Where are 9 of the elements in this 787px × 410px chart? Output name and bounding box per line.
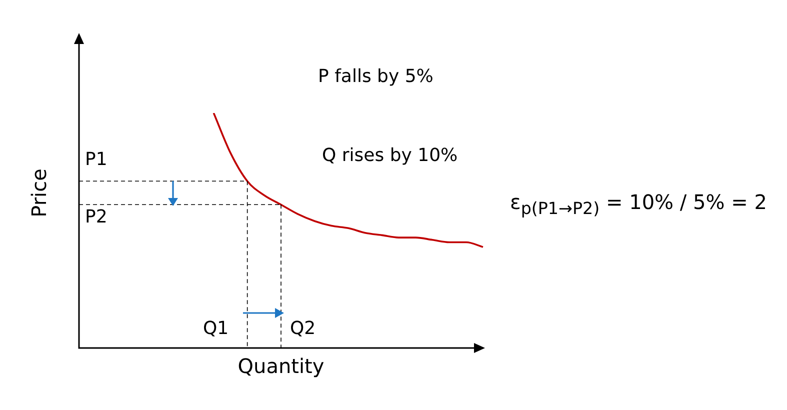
annotation: Q2 <box>290 318 316 339</box>
text: P falls by 5% <box>318 66 434 87</box>
y-axis-title: Price <box>27 168 52 218</box>
ref-line-label: P1 <box>85 148 108 170</box>
text: ε$_{p(P1→P2)}$ = 10% / 5% = 2 <box>510 190 767 218</box>
annotation: Q rises by 10% <box>322 145 458 166</box>
ref-line-label: P2 <box>85 206 108 228</box>
x-axis-title: Quantity <box>238 354 324 378</box>
annotation: Q1 <box>203 318 229 339</box>
